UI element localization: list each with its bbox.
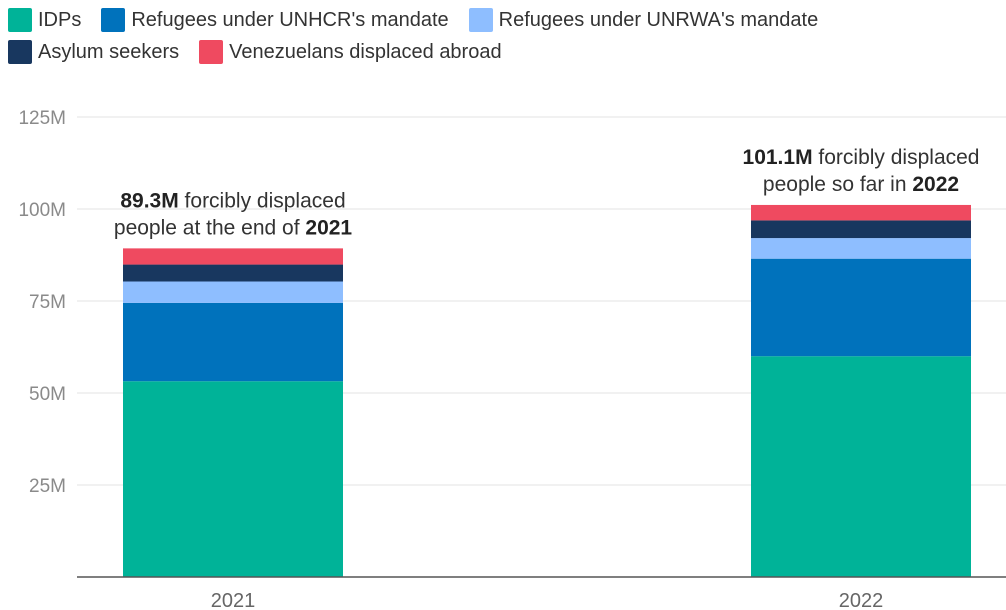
annotation-text: forcibly displaced — [179, 189, 346, 212]
legend-swatch — [199, 40, 224, 64]
bar-segment — [123, 264, 343, 282]
y-tick-label: 75M — [29, 292, 66, 313]
x-tick-label: 2022 — [839, 590, 884, 610]
annotation-text: 101.1M — [743, 146, 813, 169]
legend-item: Refugees under UNHCR's mandate — [101, 8, 449, 32]
bar-segment — [751, 220, 971, 239]
legend-swatch — [8, 8, 32, 32]
legend-label: Asylum seekers — [38, 40, 180, 63]
legend-item: Refugees under UNRWA's mandate — [468, 8, 819, 32]
total-annotation-line: people so far in 2022 — [763, 173, 959, 196]
legend-swatch — [101, 8, 126, 32]
legend-label: IDPs — [38, 8, 82, 31]
legend-label: Refugees under UNRWA's mandate — [498, 8, 819, 31]
legend-label: Refugees under UNHCR's mandate — [131, 8, 449, 31]
total-annotation-line: people at the end of 2021 — [114, 216, 353, 239]
annotation-text: people at the end of — [114, 216, 306, 239]
bar-segment — [123, 302, 343, 382]
y-axis-tick-labels: 25M 50M 75M 100M 125M — [18, 108, 66, 497]
annotation-text: 2021 — [305, 216, 352, 239]
legend-label: Venezuelans displaced abroad — [229, 40, 502, 63]
annotation-text: people so far in — [763, 173, 912, 196]
y-tick-label: 125M — [18, 108, 66, 129]
legend-item: Asylum seekers — [8, 40, 179, 64]
annotation-text: 2022 — [912, 173, 959, 196]
y-tick-label: 25M — [29, 476, 66, 497]
bar-segment — [123, 381, 343, 577]
total-annotation-line: 89.3M forcibly displaced — [120, 189, 345, 212]
bar-segment — [123, 281, 343, 303]
bar-segment — [123, 248, 343, 265]
bar-segment — [751, 238, 971, 259]
legend-swatch — [468, 8, 493, 32]
y-tick-label: 50M — [29, 384, 66, 405]
total-annotations: 89.3M forcibly displaced people at the en… — [114, 146, 980, 239]
chart-legend: IDPs Refugees under UNHCR's mandate Refuge… — [8, 8, 998, 64]
annotation-text: forcibly displaced — [813, 146, 980, 169]
x-tick-label: 2021 — [211, 590, 256, 610]
legend-item: IDPs — [8, 8, 81, 32]
bar-segment — [751, 356, 971, 577]
bar-segment — [751, 204, 971, 221]
bar-segment — [751, 258, 971, 357]
bars — [123, 204, 971, 577]
legend-item: Venezuelans displaced abroad — [199, 40, 502, 64]
annotation-text: 89.3M — [120, 189, 178, 212]
legend-swatch — [8, 40, 32, 64]
total-annotation-line: 101.1M forcibly displaced — [743, 146, 980, 169]
y-tick-label: 100M — [18, 200, 66, 221]
x-axis-labels: 2021 2022 — [211, 590, 884, 610]
